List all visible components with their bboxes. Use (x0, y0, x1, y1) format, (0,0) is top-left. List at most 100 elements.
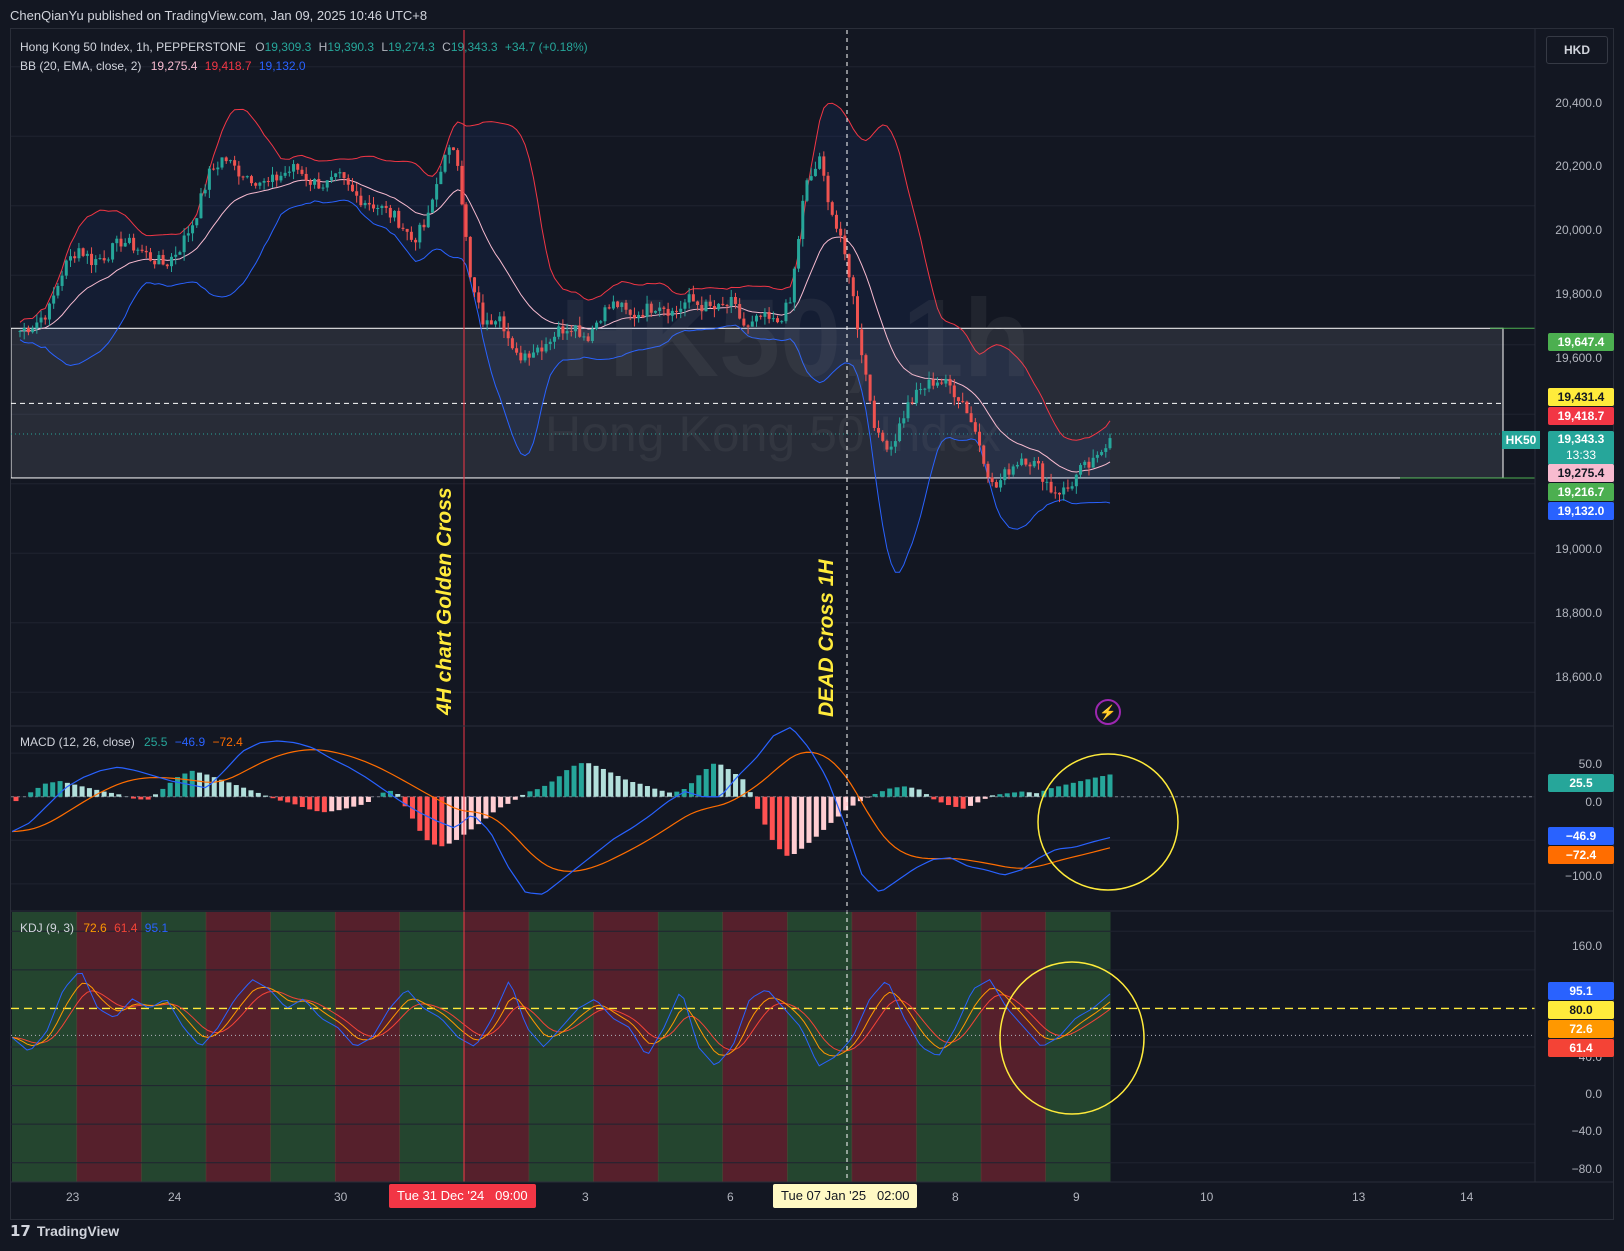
candle-body (111, 243, 115, 260)
kdj-tick: 0.0 (1585, 1087, 1602, 1101)
candle-body (132, 237, 136, 251)
kdj-j-line (11, 972, 1111, 1067)
candle-body (304, 173, 308, 181)
macd-histogram-bar (953, 796, 959, 807)
candle-body (738, 304, 742, 319)
candle-body (898, 423, 902, 442)
macd-histogram-bar (241, 787, 247, 797)
candle-body (64, 260, 68, 276)
price-tick: 19,000.0 (1555, 542, 1602, 556)
macd-histogram-bar (138, 796, 144, 800)
macd-histogram-bar (432, 796, 438, 845)
candle-body (170, 256, 174, 267)
candle-body (43, 317, 47, 320)
candle-body (346, 178, 350, 185)
golden-time-highlight: Tue 31 Dec '24 09:00 (389, 1184, 536, 1208)
candle-body (308, 180, 312, 185)
macd-histogram-bar (755, 796, 761, 809)
candle-body (994, 482, 998, 488)
h-label: H (318, 40, 328, 54)
macd-histogram-bar (600, 768, 606, 797)
macd-histogram-bar (189, 770, 195, 797)
candle-body (60, 275, 64, 286)
macd-histogram-bar (1004, 793, 1010, 797)
bb-lower-tag: 19,132.0 (1548, 502, 1614, 520)
o-label: O (255, 40, 265, 54)
brand-name: TradingView (36, 1223, 120, 1239)
candle-body (451, 147, 455, 151)
bb-upper-tag: 19,418.7 (1548, 407, 1614, 425)
candle-body (220, 157, 224, 168)
candle-body (384, 205, 388, 208)
candle-body (999, 480, 1003, 488)
macd-histogram-bar (197, 772, 203, 797)
candle-body (94, 259, 98, 266)
candle-body (174, 254, 178, 257)
footer-brand[interactable]: 𝟭𝟳 TradingView (10, 1222, 119, 1240)
macd-histogram-bar (644, 786, 650, 797)
macd-histogram-bar (483, 796, 489, 819)
macd-histogram-bar (343, 796, 349, 809)
dead-cross-annotation[interactable]: DEAD Cross 1H (815, 559, 838, 717)
candle-body (603, 307, 607, 322)
candle-body (338, 172, 342, 174)
lightning-alert-icon[interactable]: ⚡ (1095, 699, 1121, 725)
candle-body (266, 180, 270, 182)
last-price-tag: 19,343.3 13:33 (1548, 431, 1614, 465)
candle-body (1011, 466, 1015, 475)
tradingview-logo-icon: 𝟭𝟳 (10, 1223, 31, 1240)
candle-body (418, 224, 422, 243)
candle-body (178, 252, 182, 255)
candle-body (460, 165, 464, 205)
candle-body (313, 178, 317, 185)
candle-body (952, 385, 956, 398)
price-pane (11, 66, 1535, 693)
chart-frame[interactable] (10, 28, 1614, 1220)
macd-histogram-bar (923, 794, 929, 797)
macd-histogram-bar (762, 796, 768, 825)
x-tick: 3 (582, 1190, 589, 1204)
macd-histogram-bar (659, 790, 665, 797)
candle-body (1066, 487, 1070, 489)
candle-body (750, 321, 754, 327)
kdj-label: KDJ (9, 3) (20, 921, 75, 935)
price-tick: 18,800.0 (1555, 606, 1602, 620)
candle-body (586, 336, 590, 341)
candle-body (342, 172, 346, 179)
macd-histogram-bar (175, 777, 181, 797)
candle-body (207, 168, 211, 190)
macd-histogram-bar (28, 792, 34, 797)
candle-body (1070, 486, 1074, 489)
candle-body (881, 432, 885, 441)
macd-histogram-bar (358, 796, 364, 805)
candle-body (73, 256, 77, 259)
kdj-d-value: 61.4 (114, 921, 138, 935)
currency-button[interactable]: HKD (1546, 36, 1608, 64)
candle-body (447, 147, 451, 155)
candle-body (527, 353, 531, 358)
candle-body (1003, 469, 1007, 481)
macd-histogram-bar (1092, 777, 1098, 797)
x-tick: 10 (1200, 1190, 1214, 1204)
kdj-tick: −40.0 (1571, 1124, 1602, 1138)
candle-body (376, 208, 380, 210)
candle-body (22, 327, 26, 331)
macd-histogram-bar (130, 796, 136, 799)
candle-body (199, 193, 203, 219)
macd-histogram-bar (784, 796, 790, 856)
golden-cross-annotation[interactable]: 4H chart Golden Cross (433, 487, 456, 715)
macd-histogram-bar (248, 790, 254, 797)
candle-body (161, 254, 165, 265)
macd-histogram-bar (277, 796, 283, 801)
candle-body (540, 347, 544, 352)
macd-histogram-bar (86, 788, 92, 797)
candle-body (906, 402, 910, 419)
macd-histogram-bar (740, 779, 746, 797)
candle-body (662, 307, 666, 309)
bb-lower-line (19, 199, 1111, 573)
macd-signal-line (11, 749, 1111, 872)
candle-body (52, 295, 56, 304)
macd-histogram-bar (872, 793, 878, 797)
macd-histogram-bar (696, 775, 702, 797)
